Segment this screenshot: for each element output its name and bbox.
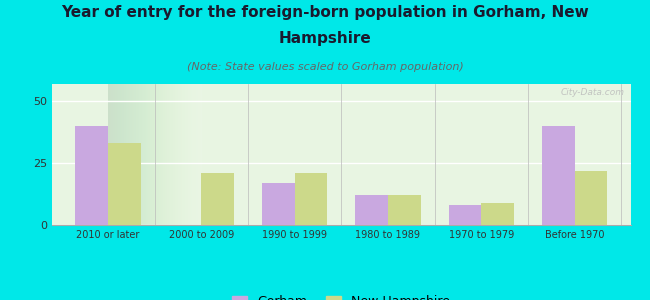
Bar <box>542 126 575 225</box>
Text: City-Data.com: City-Data.com <box>561 88 625 97</box>
Legend: Gorham, New Hampshire: Gorham, New Hampshire <box>227 290 455 300</box>
Bar <box>481 203 514 225</box>
Bar <box>75 126 108 225</box>
Bar <box>202 173 234 225</box>
Bar <box>575 171 607 225</box>
Bar <box>294 173 327 225</box>
Bar <box>262 183 294 225</box>
Bar <box>356 195 388 225</box>
Text: (Note: State values scaled to Gorham population): (Note: State values scaled to Gorham pop… <box>187 61 463 71</box>
Bar <box>108 143 140 225</box>
Text: Hampshire: Hampshire <box>279 32 371 46</box>
Bar <box>388 195 421 225</box>
Text: Year of entry for the foreign-born population in Gorham, New: Year of entry for the foreign-born popul… <box>61 4 589 20</box>
Bar <box>448 205 481 225</box>
